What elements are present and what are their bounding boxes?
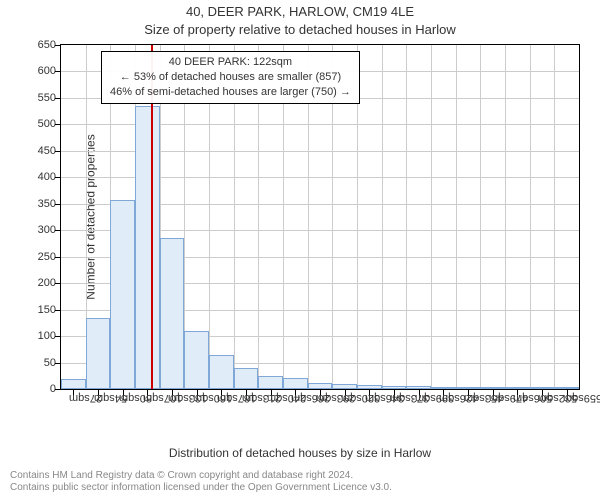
chart-title: 40, DEER PARK, HARLOW, CM19 4LE	[0, 4, 600, 19]
ytick-mark	[55, 45, 60, 46]
gridline-v	[554, 45, 555, 389]
plot-area: 40 DEER PARK: 122sqm ← 53% of detached h…	[60, 44, 580, 390]
gridline-v	[456, 45, 457, 389]
histogram-bar	[86, 318, 111, 389]
histogram-bar	[184, 331, 209, 389]
ytick-label: 250	[16, 251, 56, 263]
ytick-mark	[55, 310, 60, 311]
histogram-bar	[505, 387, 530, 389]
ytick-mark	[55, 151, 60, 152]
histogram-bar	[234, 368, 259, 389]
ytick-mark	[55, 257, 60, 258]
ytick-label: 350	[16, 198, 56, 210]
info-line-2: ← 53% of detached houses are smaller (85…	[110, 70, 351, 85]
ytick-mark	[55, 336, 60, 337]
ytick-label: 200	[16, 277, 56, 289]
histogram-bar	[283, 378, 308, 389]
histogram-bar	[480, 387, 505, 389]
histogram-bar	[209, 355, 234, 389]
histogram-bar	[308, 383, 333, 389]
marker-info-box: 40 DEER PARK: 122sqm ← 53% of detached h…	[101, 51, 360, 104]
histogram-bar	[382, 386, 407, 389]
ytick-label: 100	[16, 330, 56, 342]
gridline-v	[505, 45, 506, 389]
ytick-label: 450	[16, 145, 56, 157]
footer-attribution: Contains HM Land Registry data © Crown c…	[10, 470, 392, 494]
ytick-mark	[55, 204, 60, 205]
ytick-mark	[55, 177, 60, 178]
footer-line-2: Contains public sector information licen…	[10, 482, 392, 494]
footer-line-1: Contains HM Land Registry data © Crown c…	[10, 470, 392, 482]
histogram-bar	[456, 387, 481, 389]
histogram-bar	[357, 385, 382, 389]
ytick-label: 600	[16, 65, 56, 77]
histogram-bar	[135, 106, 160, 389]
histogram-bar	[258, 376, 283, 389]
ytick-label: 400	[16, 171, 56, 183]
histogram-bar	[332, 384, 357, 389]
ytick-label: 0	[16, 383, 56, 395]
info-line-1: 40 DEER PARK: 122sqm	[110, 55, 351, 70]
gridline-v	[530, 45, 531, 389]
histogram-bar	[61, 379, 86, 389]
histogram-bar	[110, 200, 135, 389]
ytick-mark	[55, 389, 60, 390]
histogram-bar	[406, 386, 431, 389]
chart-subtitle: Size of property relative to detached ho…	[0, 22, 600, 37]
gridline-v	[480, 45, 481, 389]
ytick-mark	[55, 230, 60, 231]
ytick-label: 50	[16, 357, 56, 369]
ytick-label: 150	[16, 304, 56, 316]
ytick-label: 650	[16, 39, 56, 51]
ytick-mark	[55, 71, 60, 72]
ytick-mark	[55, 98, 60, 99]
histogram-bar	[431, 387, 456, 389]
ytick-mark	[55, 124, 60, 125]
ytick-mark	[55, 283, 60, 284]
gridline-v	[382, 45, 383, 389]
histogram-bar	[530, 387, 555, 389]
info-line-3: 46% of semi-detached houses are larger (…	[110, 85, 351, 100]
ytick-label: 300	[16, 224, 56, 236]
histogram-bar	[554, 387, 579, 389]
gridline-v	[431, 45, 432, 389]
ytick-mark	[55, 363, 60, 364]
histogram-bar	[160, 238, 185, 389]
x-axis-label: Distribution of detached houses by size …	[0, 446, 600, 460]
gridline-v	[406, 45, 407, 389]
ytick-label: 550	[16, 92, 56, 104]
ytick-label: 500	[16, 118, 56, 130]
